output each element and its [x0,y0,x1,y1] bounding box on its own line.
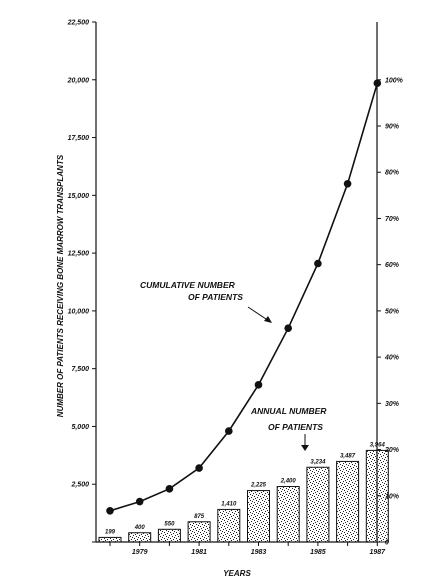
annual-bar-1983 [247,490,270,543]
annual-annotation-line-2: OF PATIENTS [268,422,323,432]
cumulative-points [106,79,382,515]
left-tick-label-7500: 7,500 [71,366,89,373]
left-tick-label-22500: 22,500 [67,20,90,27]
x-tick-label-1985: 1985 [310,549,326,556]
left-tick-label-2500: 2,500 [70,482,89,489]
annual-bar-1981 [187,521,211,543]
x-tick-label-1981: 1981 [191,549,207,556]
right-tick-label-80: 80% [385,170,400,177]
right-tick-label-40: 40% [384,355,400,362]
annual-bar-label-1986: 3,487 [340,453,356,459]
x-tick-label-1983: 1983 [251,549,267,556]
annual-bar-1984 [276,486,300,543]
cumulative-point-1987 [373,79,382,88]
right-tick-label-10: 10% [385,493,400,500]
annual-bar-label-1980: 550 [164,521,175,527]
cumulative-annotation-line-2: OF PATIENTS [188,292,243,302]
annual-bar-label-1982: 1,410 [221,501,237,507]
annual-bar-1980 [157,528,181,543]
right-tick-label-20: 20% [384,447,400,454]
left-tick-label-10000: 10,000 [68,308,90,315]
annual-annotation-arrow-head [301,445,309,451]
right-tick-label-0: 0 [385,540,389,547]
left-tick-label-20000: 20,000 [67,77,90,84]
left-tick-label-17500: 17,500 [68,135,90,142]
cumulative-line [109,82,379,512]
left-axis-title: NUMBER OF PATIENTS RECEIVING BONE MARROW… [56,154,65,417]
cumulative-annotation-arrow-head [264,316,272,323]
annual-bar-label-1985: 3,234 [310,459,326,465]
cumulative-point-1983 [254,381,263,389]
annual-bar-label-1978: 199 [105,529,116,535]
annual-annotation: ANNUAL NUMBER OF PATIENTS [250,406,327,451]
annual-bar-1978 [98,536,122,543]
x-axis: 1979 1981 1983 1985 1987 [96,541,387,556]
annual-bar-1982 [217,508,241,543]
left-tick-label-15000: 15,000 [68,193,90,200]
right-tick-label-60: 60% [385,262,400,269]
x-tick-label-1979: 1979 [132,549,148,556]
cumulative-annotation: CUMULATIVE NUMBER OF PATIENTS [140,280,272,323]
right-y-axis: 0 10% 20% 30% 40% 50% 60% 70% 80% 90% 100% [376,22,404,547]
cumulative-point-1986 [343,179,352,188]
x-axis-title: YEARS [223,569,251,578]
left-tick-label-5000: 5,000 [71,424,89,431]
annual-bar-1985 [306,466,330,543]
annual-bar-label-1981: 875 [194,514,205,520]
cumulative-point-1980 [165,485,174,493]
cumulative-point-1985 [314,259,322,268]
right-tick-label-70: 70% [385,216,400,223]
cumulative-point-1979 [135,497,144,506]
annual-bar-1979 [128,532,152,543]
right-tick-label-30: 30% [385,401,400,408]
annual-bar-label-1983: 2,225 [250,483,267,489]
cumulative-annotation-arrow-line [247,306,270,322]
right-tick-label-50: 50% [385,308,400,315]
annual-bar-labels: 199 400 550 875 1,410 2,225 2,400 3,234 3,487 3,9… [105,442,385,535]
cumulative-point-1982 [225,427,233,435]
cumulative-annotation-line-1: CUMULATIVE NUMBER [140,280,236,290]
right-tick-label-100: 100% [385,77,404,84]
cumulative-point-1978 [106,507,114,515]
annual-annotation-line-1: ANNUAL NUMBER [250,406,327,416]
cumulative-point-1984 [284,324,293,333]
left-y-axis: 2,500 5,000 7,500 10,000 12,500 15,000 17,500 2… [67,20,97,543]
annual-bar-label-1979: 400 [134,525,146,531]
annual-bar-label-1987: 3,964 [370,442,386,448]
left-tick-label-12500: 12,500 [68,251,90,258]
x-tick-label-1987: 1987 [370,549,387,556]
cumulative-point-1981 [195,464,203,472]
annual-bar-label-1984: 2,400 [280,479,297,485]
annual-bar-1986 [336,460,360,543]
right-tick-label-90: 90% [385,124,400,131]
